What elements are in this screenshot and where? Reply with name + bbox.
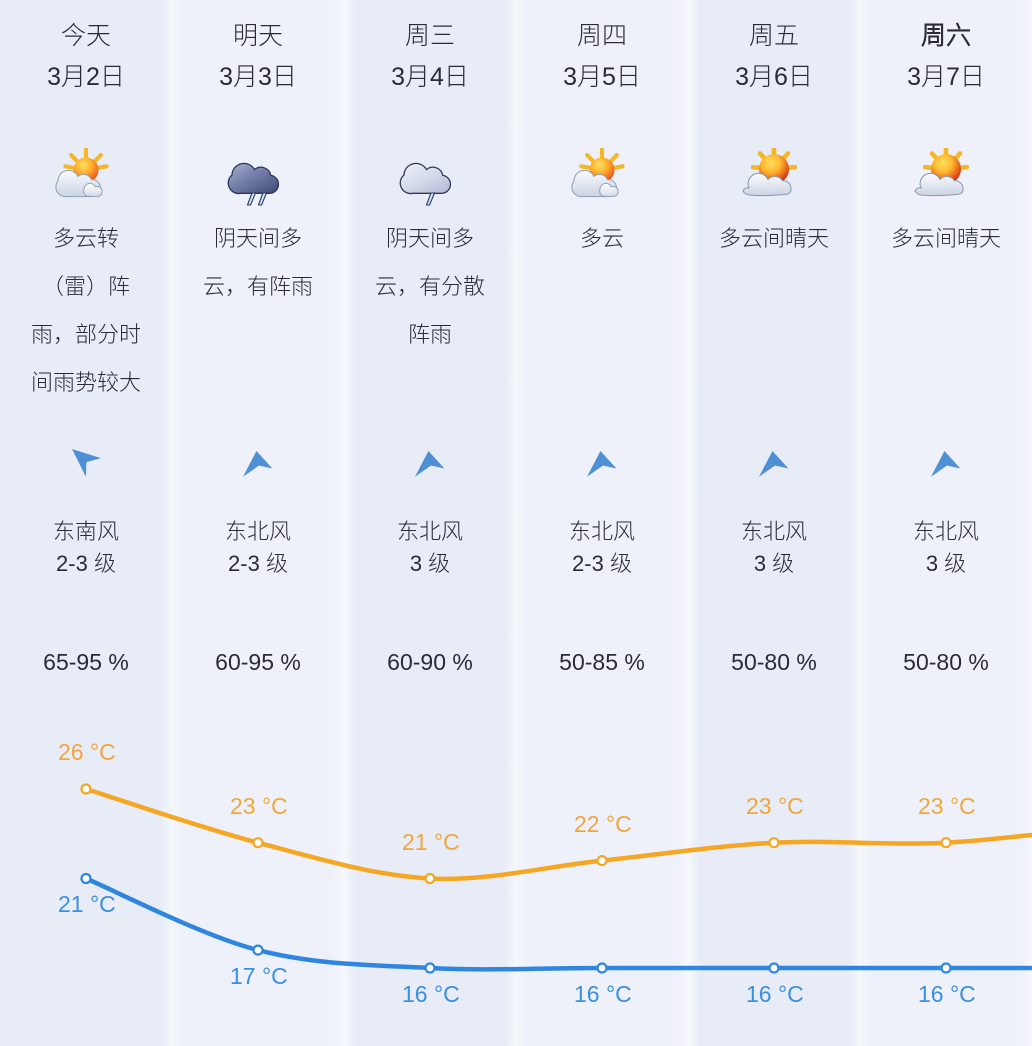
svg-text:16 °C: 16 °C [574,981,632,1007]
svg-text:17 °C: 17 °C [230,963,288,989]
svg-text:22 °C: 22 °C [574,811,632,837]
svg-text:23 °C: 23 °C [746,793,804,819]
svg-text:23 °C: 23 °C [230,793,288,819]
svg-text:21 °C: 21 °C [58,891,116,917]
svg-text:16 °C: 16 °C [746,981,804,1007]
svg-text:26 °C: 26 °C [58,739,116,765]
svg-text:21 °C: 21 °C [402,829,460,855]
svg-text:23 °C: 23 °C [918,793,976,819]
svg-text:16 °C: 16 °C [918,981,976,1007]
svg-text:16 °C: 16 °C [402,981,460,1007]
